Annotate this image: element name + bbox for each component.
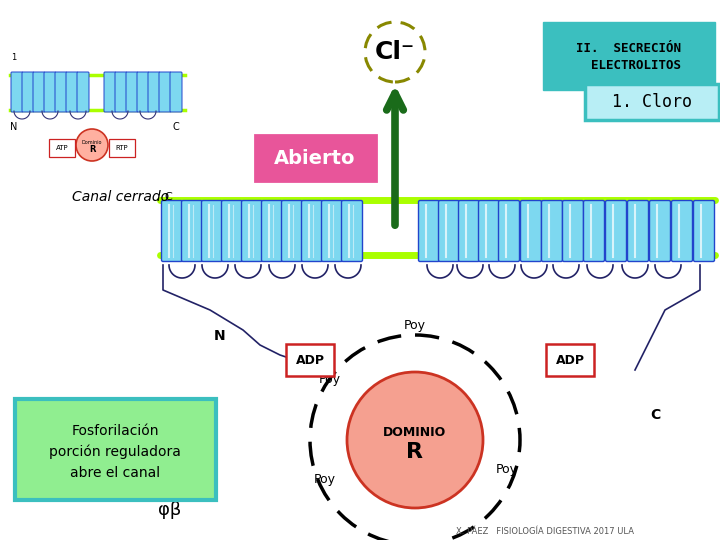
FancyBboxPatch shape: [161, 200, 182, 261]
FancyBboxPatch shape: [438, 200, 459, 261]
Text: C: C: [164, 192, 172, 202]
FancyBboxPatch shape: [562, 200, 583, 261]
Text: Canal cerrado: Canal cerrado: [72, 190, 169, 204]
FancyBboxPatch shape: [418, 200, 439, 261]
FancyBboxPatch shape: [170, 72, 182, 112]
Circle shape: [76, 129, 108, 161]
FancyBboxPatch shape: [546, 344, 594, 376]
FancyBboxPatch shape: [606, 200, 626, 261]
Circle shape: [365, 22, 425, 82]
FancyBboxPatch shape: [282, 200, 302, 261]
FancyBboxPatch shape: [649, 200, 670, 261]
Text: R: R: [89, 145, 95, 153]
FancyBboxPatch shape: [77, 72, 89, 112]
FancyBboxPatch shape: [44, 72, 56, 112]
Text: ATP: ATP: [55, 145, 68, 151]
FancyBboxPatch shape: [126, 72, 138, 112]
FancyBboxPatch shape: [693, 200, 714, 261]
FancyBboxPatch shape: [341, 200, 362, 261]
FancyBboxPatch shape: [255, 135, 376, 181]
Text: X. PÁEZ   FISIOLOGÍA DIGESTIVA 2017 ULA: X. PÁEZ FISIOLOGÍA DIGESTIVA 2017 ULA: [456, 528, 634, 537]
FancyBboxPatch shape: [521, 200, 541, 261]
FancyBboxPatch shape: [261, 200, 282, 261]
Text: Dominio: Dominio: [82, 140, 102, 145]
FancyBboxPatch shape: [202, 200, 222, 261]
Circle shape: [347, 372, 483, 508]
Text: φβ: φβ: [158, 501, 181, 519]
Text: 1. Cloro: 1. Cloro: [612, 93, 692, 111]
Text: II.  SECRECIÓN
  ELECTROLITOS: II. SECRECIÓN ELECTROLITOS: [577, 42, 682, 72]
FancyBboxPatch shape: [104, 72, 116, 112]
Text: Cl⁻: Cl⁻: [375, 40, 415, 64]
Text: N: N: [214, 329, 226, 343]
FancyBboxPatch shape: [15, 399, 216, 500]
FancyBboxPatch shape: [543, 22, 715, 90]
FancyBboxPatch shape: [137, 72, 149, 112]
FancyBboxPatch shape: [49, 139, 75, 157]
FancyBboxPatch shape: [66, 72, 78, 112]
FancyBboxPatch shape: [286, 344, 334, 376]
Text: Poy: Poy: [496, 463, 518, 476]
FancyBboxPatch shape: [459, 200, 480, 261]
Text: C: C: [650, 408, 660, 422]
FancyBboxPatch shape: [498, 200, 520, 261]
FancyBboxPatch shape: [115, 72, 127, 112]
FancyBboxPatch shape: [148, 72, 160, 112]
FancyBboxPatch shape: [222, 200, 243, 261]
Text: Fosforilación
porción reguladora
abre el canal: Fosforilación porción reguladora abre el…: [49, 424, 181, 480]
Text: Poy: Poy: [319, 374, 341, 387]
FancyBboxPatch shape: [241, 200, 263, 261]
Text: Poy: Poy: [404, 319, 426, 332]
FancyBboxPatch shape: [322, 200, 343, 261]
FancyBboxPatch shape: [628, 200, 649, 261]
Text: RTP: RTP: [116, 145, 128, 151]
Text: N: N: [10, 122, 18, 132]
FancyBboxPatch shape: [55, 72, 67, 112]
Text: Poy: Poy: [314, 474, 336, 487]
FancyBboxPatch shape: [109, 139, 135, 157]
Text: 1: 1: [12, 52, 17, 62]
FancyBboxPatch shape: [479, 200, 500, 261]
FancyBboxPatch shape: [22, 72, 34, 112]
FancyBboxPatch shape: [302, 200, 323, 261]
FancyBboxPatch shape: [585, 84, 719, 120]
FancyBboxPatch shape: [11, 72, 23, 112]
FancyBboxPatch shape: [181, 200, 202, 261]
FancyBboxPatch shape: [33, 72, 45, 112]
Text: R: R: [407, 442, 423, 462]
FancyBboxPatch shape: [672, 200, 693, 261]
Text: ADP: ADP: [295, 354, 325, 367]
Text: C: C: [173, 122, 179, 132]
FancyBboxPatch shape: [583, 200, 605, 261]
FancyBboxPatch shape: [541, 200, 562, 261]
Text: DOMINIO: DOMINIO: [383, 426, 446, 438]
FancyBboxPatch shape: [159, 72, 171, 112]
Text: ADP: ADP: [556, 354, 585, 367]
Text: Abierto: Abierto: [274, 148, 356, 167]
